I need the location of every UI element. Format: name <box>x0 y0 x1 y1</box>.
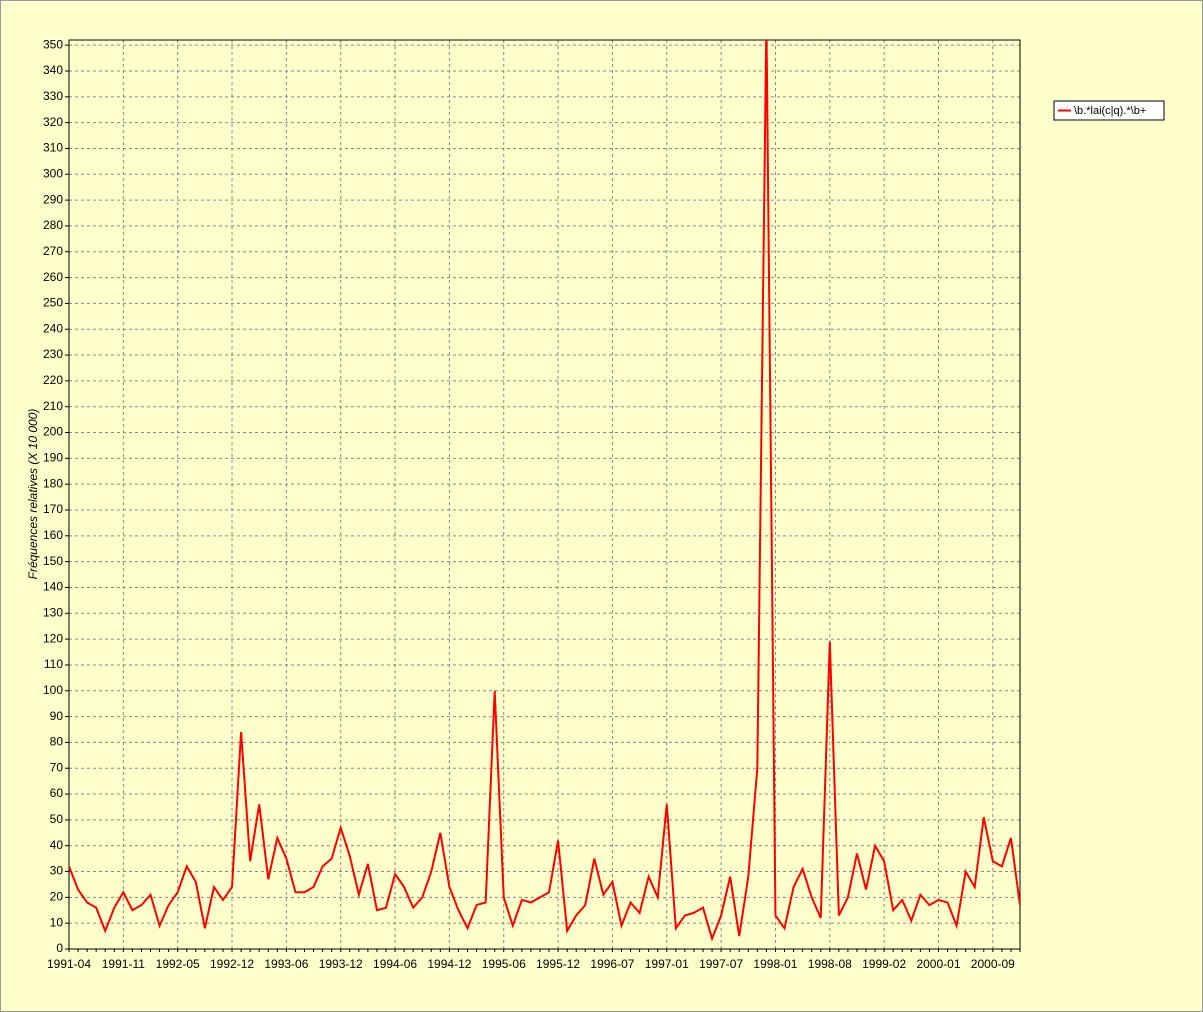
y-tick-label: 210 <box>43 399 63 413</box>
x-tick-label: 1992-12 <box>210 957 254 971</box>
legend-label: \b.*lai(c|q).*\b+ <box>1074 105 1146 117</box>
y-tick-label: 120 <box>43 631 63 645</box>
y-tick-label: 330 <box>43 89 63 103</box>
x-tick-label: 1993-06 <box>264 957 308 971</box>
y-tick-label: 180 <box>43 476 63 490</box>
y-tick-label: 230 <box>43 347 63 361</box>
x-tick-label: 2000-01 <box>916 957 960 971</box>
y-tick-label: 130 <box>43 605 63 619</box>
y-tick-label: 200 <box>43 425 63 439</box>
y-tick-label: 220 <box>43 373 63 387</box>
x-tick-label: 1997-01 <box>645 957 689 971</box>
y-tick-label: 110 <box>44 657 63 671</box>
y-tick-label: 150 <box>43 554 63 568</box>
x-tick-label: 1998-01 <box>753 957 797 971</box>
y-tick-label: 20 <box>50 890 64 904</box>
y-tick-label: 240 <box>43 321 63 335</box>
x-tick-label: 1997-07 <box>699 957 743 971</box>
y-tick-label: 190 <box>43 451 63 465</box>
x-tick-label: 1995-12 <box>536 957 580 971</box>
y-tick-label: 80 <box>50 735 64 749</box>
y-tick-label: 30 <box>50 864 64 878</box>
x-tick-label: 1992-05 <box>156 957 200 971</box>
y-tick-label: 250 <box>43 296 63 310</box>
y-tick-label: 140 <box>43 580 63 594</box>
x-tick-label: 1995-06 <box>482 957 526 971</box>
plot-frame <box>68 39 1021 950</box>
y-tick-label: 100 <box>43 683 63 697</box>
y-tick-label: 90 <box>50 709 64 723</box>
y-tick-label: 310 <box>43 141 63 155</box>
y-tick-label: 50 <box>50 812 64 826</box>
y-axis-label: Fréquences relatives (X 10 000) <box>26 409 40 580</box>
y-tick-label: 320 <box>43 115 63 129</box>
y-tick-label: 40 <box>50 838 64 852</box>
line-series <box>69 40 1020 942</box>
x-tick-label: 1996-07 <box>590 957 634 971</box>
x-tick-label: 1994-12 <box>427 957 471 971</box>
x-tick-label: 1994-06 <box>373 957 417 971</box>
y-tick-label: 350 <box>43 37 63 51</box>
legend: \b.*lai(c|q).*\b+ <box>1053 100 1165 121</box>
y-tick-label: 10 <box>50 915 64 929</box>
y-tick-label: 160 <box>43 528 63 542</box>
y-tick-label: 290 <box>43 192 63 206</box>
y-tick-label: 0 <box>56 941 63 955</box>
x-tick-label: 1991-11 <box>102 957 145 971</box>
x-tick-label: 1998-08 <box>808 957 852 971</box>
y-tick-label: 340 <box>43 63 63 77</box>
x-tick-label: 1991-04 <box>47 957 91 971</box>
y-tick-label: 280 <box>43 218 63 232</box>
legend-box <box>1053 100 1165 121</box>
y-tick-label: 300 <box>43 166 63 180</box>
y-tick-label: 170 <box>43 502 63 516</box>
x-tick-label: 2000-09 <box>971 957 1015 971</box>
y-tick-label: 260 <box>43 270 63 284</box>
x-tick-label: 1993-12 <box>319 957 363 971</box>
y-tick-label: 60 <box>50 786 64 800</box>
y-tick-label: 70 <box>50 760 64 774</box>
x-tick-label: 1999-02 <box>862 957 906 971</box>
y-tick-label: 270 <box>43 244 63 258</box>
